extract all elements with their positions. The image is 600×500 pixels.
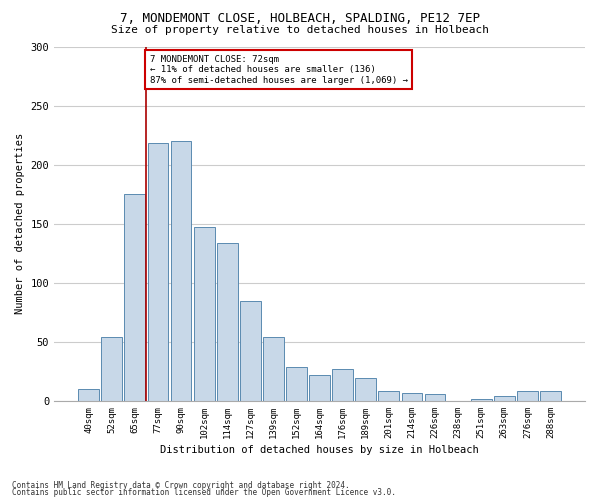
Bar: [124, 194, 145, 401]
Bar: [332, 369, 353, 401]
Y-axis label: Number of detached properties: Number of detached properties: [15, 133, 25, 314]
Bar: [263, 337, 284, 401]
Text: Contains HM Land Registry data © Crown copyright and database right 2024.: Contains HM Land Registry data © Crown c…: [12, 480, 350, 490]
Text: Size of property relative to detached houses in Holbeach: Size of property relative to detached ho…: [111, 25, 489, 35]
Bar: [401, 392, 422, 401]
Text: Contains public sector information licensed under the Open Government Licence v3: Contains public sector information licen…: [12, 488, 396, 497]
X-axis label: Distribution of detached houses by size in Holbeach: Distribution of detached houses by size …: [160, 445, 479, 455]
Bar: [78, 389, 99, 401]
Bar: [517, 392, 538, 401]
Bar: [101, 337, 122, 401]
Text: 7, MONDEMONT CLOSE, HOLBEACH, SPALDING, PE12 7EP: 7, MONDEMONT CLOSE, HOLBEACH, SPALDING, …: [120, 12, 480, 26]
Bar: [309, 375, 330, 401]
Bar: [170, 141, 191, 401]
Bar: [494, 396, 515, 401]
Bar: [425, 394, 445, 401]
Bar: [471, 398, 491, 401]
Text: 7 MONDEMONT CLOSE: 72sqm
← 11% of detached houses are smaller (136)
87% of semi-: 7 MONDEMONT CLOSE: 72sqm ← 11% of detach…: [150, 55, 408, 84]
Bar: [148, 144, 169, 401]
Bar: [540, 392, 561, 401]
Bar: [286, 366, 307, 401]
Bar: [194, 228, 215, 401]
Bar: [379, 392, 399, 401]
Bar: [217, 242, 238, 401]
Bar: [355, 378, 376, 401]
Bar: [240, 300, 261, 401]
